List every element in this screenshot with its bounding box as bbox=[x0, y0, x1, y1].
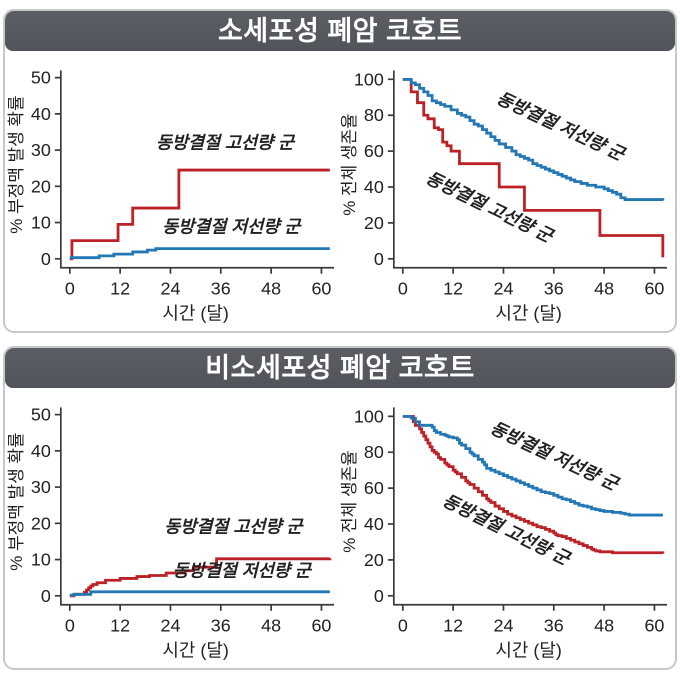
x-tick-label: 36 bbox=[211, 279, 231, 299]
y-tick-label: 30 bbox=[31, 140, 51, 160]
y-tick-label: 80 bbox=[364, 442, 384, 462]
x-tick-label: 24 bbox=[160, 616, 180, 636]
y-tick-label: 100 bbox=[354, 406, 384, 426]
y-tick-label: 100 bbox=[354, 69, 384, 89]
y-tick-label: 0 bbox=[374, 586, 384, 606]
x-tick-label: 0 bbox=[65, 279, 75, 299]
axis-lines bbox=[392, 70, 668, 269]
x-tick-label: 48 bbox=[261, 616, 281, 636]
y-tick-label: 10 bbox=[31, 550, 51, 570]
x-tick-label: 60 bbox=[311, 279, 331, 299]
x-tick-label: 48 bbox=[261, 279, 281, 299]
panel-title-non-small-cell: 비소세포성 폐암 코호트 bbox=[5, 348, 675, 388]
y-tick-label: 80 bbox=[364, 105, 384, 125]
y-axis-title: % 전체 생존율 bbox=[340, 113, 359, 215]
series-line bbox=[69, 168, 330, 261]
panel-non-small-cell-cohort: 비소세포성 폐암 코호트 0 12 24 36 48 60 0 10 20 30 40 50 시간 (달… bbox=[3, 346, 677, 670]
y-tick-label: 60 bbox=[364, 141, 384, 161]
x-tick-label: 36 bbox=[544, 616, 564, 636]
x-tick-label: 0 bbox=[398, 279, 408, 299]
x-axis-title: 시간 (달) bbox=[162, 641, 228, 661]
series-line bbox=[69, 557, 332, 598]
panel-title-small-cell: 소세포성 폐암 코호트 bbox=[5, 11, 675, 51]
series-line bbox=[402, 77, 665, 201]
curve-label: 동방결절 저선량 군 bbox=[494, 88, 629, 165]
x-tick-label: 12 bbox=[110, 616, 130, 636]
series-line bbox=[69, 247, 330, 260]
y-axis-title: % 전체 생존율 bbox=[340, 450, 359, 552]
curve-label: 동방결절 고선량 군 bbox=[423, 168, 558, 247]
y-tick-label: 40 bbox=[31, 104, 51, 124]
x-tick-label: 12 bbox=[443, 616, 463, 636]
axis-lines bbox=[59, 407, 335, 606]
x-axis-title: 시간 (달) bbox=[495, 641, 561, 661]
x-tick-label: 24 bbox=[160, 279, 180, 299]
x-tick-label: 12 bbox=[110, 279, 130, 299]
x-tick-label: 0 bbox=[398, 616, 408, 636]
y-tick-label: 40 bbox=[364, 177, 384, 197]
curve-label: 동방결절 고선량 군 bbox=[164, 516, 304, 536]
x-tick-label: 48 bbox=[594, 616, 614, 636]
charts-row-small-cell: 0 12 24 36 48 60 0 10 20 30 40 50 시간 (달)% 부정맥 발생 확률 동… bbox=[5, 51, 675, 331]
series-line bbox=[69, 590, 330, 597]
x-tick-label: 24 bbox=[493, 279, 513, 299]
series-line bbox=[402, 414, 665, 555]
y-tick-label: 50 bbox=[31, 68, 51, 88]
x-tick-label: 36 bbox=[544, 279, 564, 299]
chart-non-small-cell-overall-survival: 0 12 24 36 48 60 0 20 40 60 80 100 시간 (달) % 전체 생존율 동방결… bbox=[340, 406, 668, 661]
y-tick-label: 20 bbox=[364, 213, 384, 233]
x-axis-title: 시간 (달) bbox=[162, 304, 228, 324]
y-tick-label: 0 bbox=[41, 586, 51, 606]
curve-label: 동방결절 저선량 군 bbox=[162, 216, 302, 236]
y-tick-label: 0 bbox=[41, 249, 51, 269]
series-line bbox=[402, 414, 663, 517]
x-tick-label: 60 bbox=[311, 616, 331, 636]
x-tick-label: 48 bbox=[594, 279, 614, 299]
charts-row-non-small-cell: 0 12 24 36 48 60 0 10 20 30 40 50 시간 (달)% 부정맥 발생 확률 동… bbox=[5, 388, 675, 668]
y-tick-label: 40 bbox=[31, 441, 51, 461]
x-axis-title: 시간 (달) bbox=[495, 304, 561, 324]
series-line bbox=[402, 77, 665, 258]
y-tick-label: 20 bbox=[364, 550, 384, 570]
y-tick-label: 30 bbox=[31, 477, 51, 497]
y-tick-label: 10 bbox=[31, 213, 51, 233]
x-tick-label: 0 bbox=[65, 616, 75, 636]
y-axis-title: % 부정맥 발생 확률 bbox=[7, 95, 26, 233]
x-tick-label: 36 bbox=[211, 616, 231, 636]
axis-lines bbox=[59, 70, 335, 269]
y-tick-label: 60 bbox=[364, 478, 384, 498]
axis-lines bbox=[392, 407, 668, 606]
curve-label: 동방결절 저선량 군 bbox=[487, 418, 622, 495]
panel-small-cell-cohort: 소세포성 폐암 코호트 0 12 24 36 48 60 0 10 20 30 40 50 시간 (달)… bbox=[3, 9, 677, 333]
y-tick-label: 20 bbox=[31, 176, 51, 196]
y-tick-label: 50 bbox=[31, 405, 51, 425]
x-tick-label: 12 bbox=[443, 279, 463, 299]
y-axis-title: % 부정맥 발생 확률 bbox=[7, 432, 26, 570]
y-tick-label: 0 bbox=[374, 249, 384, 269]
x-tick-label: 24 bbox=[493, 616, 513, 636]
y-tick-label: 40 bbox=[364, 514, 384, 534]
curve-label: 동방결절 고선량 군 bbox=[156, 132, 296, 152]
x-tick-label: 60 bbox=[644, 279, 664, 299]
y-tick-label: 20 bbox=[31, 513, 51, 533]
curve-label: 동방결절 저선량 군 bbox=[173, 561, 313, 581]
x-tick-label: 60 bbox=[644, 616, 664, 636]
